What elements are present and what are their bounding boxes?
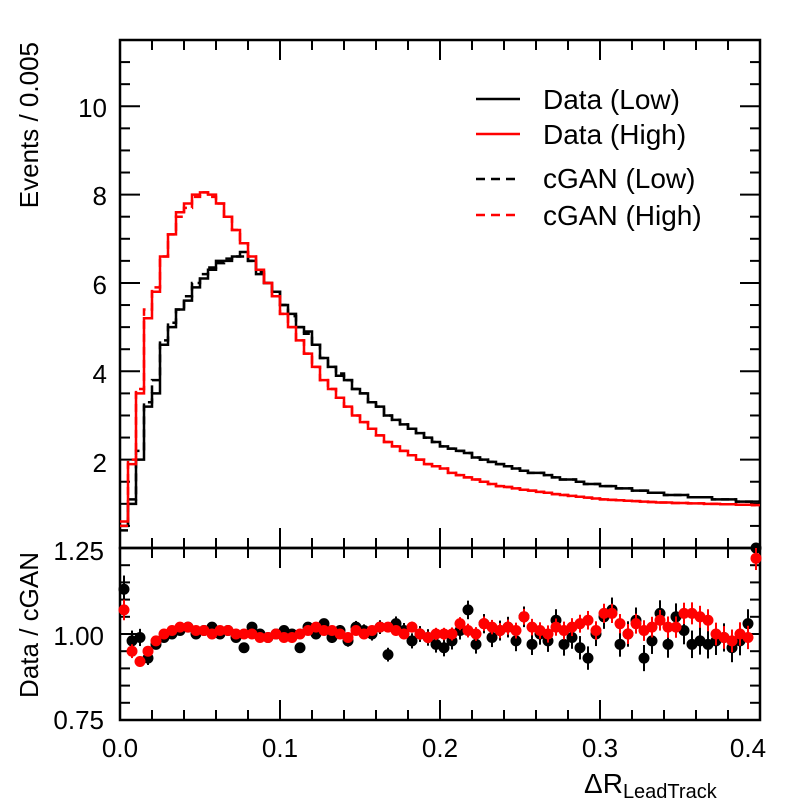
lower-y-tick-labels: 1.25 1.00 0.75: [53, 536, 104, 735]
lower-y-axis-title: Data / cGAN: [14, 552, 44, 698]
ratio-point-high: [742, 631, 754, 643]
ratio-point-high: [510, 625, 522, 637]
ratio-point-high: [126, 645, 138, 657]
ratio-point-high: [150, 635, 162, 647]
ratio-point-low: [582, 652, 594, 664]
ratio-point-high: [446, 628, 458, 640]
y-tick-label-10: 10: [78, 93, 107, 123]
ratio-point-high: [470, 628, 482, 640]
ratio-point-high: [438, 628, 450, 640]
ratio-point-high: [190, 625, 202, 637]
ratio-point-high: [750, 552, 762, 564]
upper-histograms: [120, 191, 760, 532]
ratio-point-high: [374, 621, 386, 633]
upper-y-axis-title: Events / 0.005: [14, 42, 44, 208]
ratio-point-high: [430, 628, 442, 640]
ratio-point-high: [398, 628, 410, 640]
x-tick-label-4: 0.4: [730, 733, 766, 763]
ratio-point-low: [470, 638, 482, 650]
ratio-point-high: [518, 611, 530, 623]
ratio-point-high: [230, 628, 242, 640]
y-tick-label-6: 6: [93, 270, 107, 300]
ratio-point-high: [606, 607, 618, 619]
ratio-point-high: [238, 628, 250, 640]
legend-label-cgan-high: cGAN (High): [543, 200, 702, 231]
ratio-point-low: [118, 583, 130, 595]
ratio-point-low: [638, 652, 650, 664]
legend: Data (Low) Data (High) cGAN (Low) cGAN (…: [476, 84, 702, 231]
ratio-point-high: [542, 628, 554, 640]
ratio-point-high: [118, 604, 130, 616]
ratio-point-high: [278, 631, 290, 643]
x-axis-title-subscript: LeadTrack: [623, 781, 718, 800]
ratio-point-low: [438, 642, 450, 654]
ratio-point-high: [590, 625, 602, 637]
ratio-point-high: [614, 618, 626, 630]
ratio-point-high: [318, 625, 330, 637]
ratio-point-high: [342, 631, 354, 643]
x-tick-label-0: 0.0: [102, 733, 138, 763]
upper-axis-ticks: [119, 39, 761, 548]
ratio-point-low: [294, 642, 306, 654]
histogram-cgan-low: [120, 255, 760, 532]
y-tick-label-4: 4: [93, 359, 107, 389]
ratio-point-low: [486, 631, 498, 643]
x-tick-labels: 0.0 0.1 0.2 0.3 0.4: [102, 733, 766, 763]
legend-label-data-low: Data (Low): [543, 84, 680, 115]
ratio-point-low: [462, 604, 474, 616]
ratio-point-low: [382, 649, 394, 661]
x-tick-label-3: 0.3: [582, 733, 618, 763]
ratio-points: [118, 542, 762, 672]
histogram-data-high: [120, 191, 760, 523]
ratio-point-low: [662, 638, 674, 650]
ratio-point-low: [646, 635, 658, 647]
ratio-tick-label-125: 1.25: [53, 536, 104, 566]
upper-plot-frame: [118, 38, 762, 550]
x-tick-label-2: 0.2: [422, 733, 458, 763]
ratio-point-high: [254, 631, 266, 643]
ratio-point-high: [214, 625, 226, 637]
ratio-tick-label-100: 1.00: [53, 621, 104, 651]
ratio-point-high: [454, 618, 466, 630]
ratio-point-low: [406, 635, 418, 647]
ratio-point-high: [134, 656, 146, 668]
ratio-point-high: [630, 618, 642, 630]
ratio-point-high: [646, 621, 658, 633]
x-axis-title: ΔRLeadTrack: [584, 768, 718, 800]
ratio-point-high: [670, 621, 682, 633]
histogram-data-low: [120, 250, 760, 528]
legend-label-cgan-low: cGAN (Low): [543, 163, 695, 194]
ratio-point-low: [566, 631, 578, 643]
y-tick-label-8: 8: [93, 181, 107, 211]
ratio-point-high: [174, 621, 186, 633]
ratio-point-high: [678, 607, 690, 619]
ratio-tick-label-075: 0.75: [53, 705, 104, 735]
ratio-point-high: [622, 628, 634, 640]
ratio-point-high: [662, 621, 674, 633]
upper-y-tick-labels: 2 4 6 8 10: [78, 93, 107, 478]
ratio-point-high: [142, 645, 154, 657]
histogram-cgan-high: [120, 191, 760, 528]
ratio-point-low: [134, 631, 146, 643]
ratio-point-high: [598, 607, 610, 619]
ratio-point-low: [614, 638, 626, 650]
ratio-point-high: [654, 614, 666, 626]
ratio-point-high: [406, 621, 418, 633]
ratio-point-high: [702, 614, 714, 626]
ratio-point-low: [574, 642, 586, 654]
ratio-point-low: [238, 642, 250, 654]
ratio-point-low: [510, 635, 522, 647]
x-axis-title-main: ΔR: [584, 768, 623, 799]
y-tick-label-2: 2: [93, 448, 107, 478]
ratio-point-low: [742, 618, 754, 630]
legend-label-data-high: Data (High): [543, 119, 686, 150]
ratio-point-high: [726, 635, 738, 647]
x-tick-label-1: 0.1: [262, 733, 298, 763]
ratio-point-low: [558, 638, 570, 650]
ratio-point-low: [526, 638, 538, 650]
ratio-point-high: [582, 614, 594, 626]
